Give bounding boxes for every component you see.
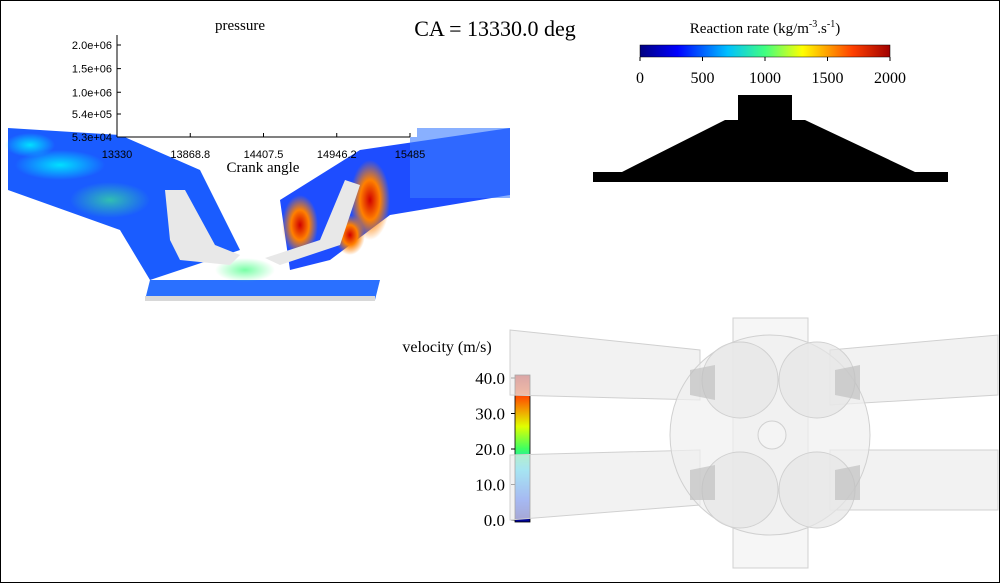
colorbar-tick-label: 10.0 — [475, 476, 505, 495]
colorbar-tick-label: 40.0 — [475, 369, 505, 388]
crank-angle-annotation: CA = 13330.0 deg — [414, 16, 576, 41]
y-tick-label: 2.0e+06 — [72, 40, 112, 52]
title-part: .s — [817, 21, 827, 37]
title-part: Reaction rate (kg/m — [690, 21, 809, 37]
colorbar-tick-label: 1000 — [749, 70, 781, 87]
colorbar-tick-label: 0.0 — [484, 511, 505, 530]
x-tick-label: 14946.2 — [317, 149, 357, 161]
y-tick-label: 1.0e+06 — [72, 87, 112, 99]
reaction-colorbar — [640, 45, 890, 57]
title-part: -1 — [827, 19, 835, 30]
x-axis-label: Crank angle — [227, 160, 300, 176]
x-tick-label: 13868.8 — [170, 149, 210, 161]
reaction-colorbar-title: Reaction rate (kg/m-3.s-1) — [690, 19, 840, 37]
colorbar-tick-label: 500 — [691, 70, 715, 87]
colorbar-tick-label: 0 — [636, 70, 644, 87]
title-part: ) — [835, 21, 840, 37]
plot-title: pressure — [215, 18, 265, 34]
colorbar-tick-label: 2000 — [874, 70, 906, 87]
colorbar-tick-label: 1500 — [812, 70, 844, 87]
colorbar-tick-label: 30.0 — [475, 405, 505, 424]
screen: pressure Crank angle 13330 13868.8 14407.5… — [0, 0, 1000, 583]
y-tick-label: 5.4e+05 — [72, 109, 112, 121]
plot-background — [117, 30, 417, 137]
title-part: -3 — [809, 19, 817, 30]
x-tick-label: 13330 — [102, 149, 133, 161]
x-tick-label: 14407.5 — [244, 149, 284, 161]
y-tick-label: 5.3e+04 — [72, 132, 112, 144]
velocity-colorbar-title: velocity (m/s) — [402, 339, 491, 356]
colorbar-tick-label: 20.0 — [475, 440, 505, 459]
y-tick-label: 1.5e+06 — [72, 64, 112, 76]
x-tick-label: 15485 — [395, 149, 426, 161]
